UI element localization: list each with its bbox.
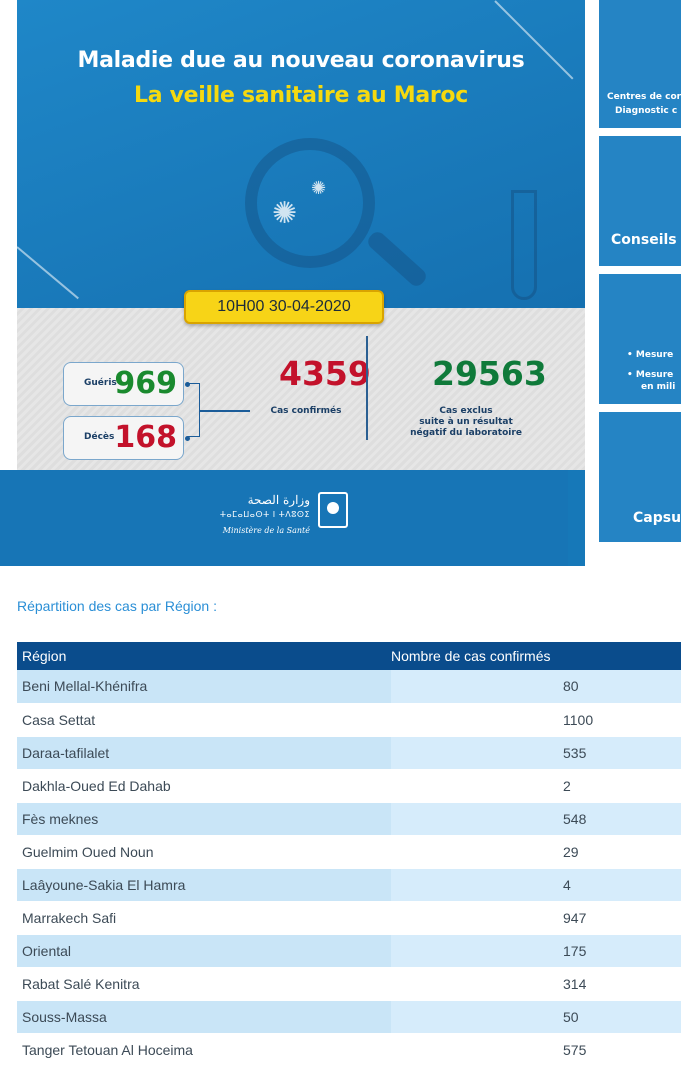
region-count: 314 bbox=[391, 967, 681, 1001]
region-section-title: Répartition des cas par Région : bbox=[17, 598, 217, 614]
table-row: Daraa-tafilalet 535 bbox=[17, 736, 681, 770]
table-row: Tanger Tetouan Al Hoceima 575 bbox=[17, 1033, 681, 1067]
banner-subtitle: La veille sanitaire au Maroc bbox=[134, 83, 468, 108]
confirmed-label: Cas confirmés bbox=[270, 406, 342, 416]
recovered-label: Guéris bbox=[84, 378, 117, 388]
side-card-text: Centres de cor bbox=[607, 92, 681, 102]
region-count: 947 bbox=[391, 901, 681, 935]
stats-divider bbox=[366, 336, 368, 440]
region-name: Daraa-tafilalet bbox=[17, 736, 391, 770]
region-name: Fès meknes bbox=[17, 802, 391, 836]
region-name: Tanger Tetouan Al Hoceima bbox=[17, 1033, 391, 1067]
table-row: Dakhla-Oued Ed Dahab 2 bbox=[17, 769, 681, 803]
ministry-name-tifinagh: ⵜⴰⵎⴰⵡⴰⵙⵜ ⵏ ⵜⴷⵓⵙⵉ bbox=[219, 510, 310, 519]
banner-footer bbox=[0, 470, 568, 566]
recovered-count: 969 bbox=[114, 366, 177, 401]
virus-icon: ✺ bbox=[311, 178, 327, 198]
banner-title: Maladie due au nouveau coronavirus bbox=[77, 48, 525, 73]
virus-icon: ✺ bbox=[272, 197, 298, 230]
table-row: Guelmim Oued Noun 29 bbox=[17, 835, 681, 869]
side-card-text: en mili bbox=[641, 382, 676, 392]
bracket-connector bbox=[188, 383, 200, 437]
recovered-box: Guéris 969 bbox=[63, 362, 190, 406]
ministry-logo bbox=[318, 492, 348, 528]
side-card-capsules[interactable]: Capsu bbox=[599, 412, 681, 542]
region-name: Beni Mellal-Khénifra bbox=[17, 670, 391, 704]
report-datetime: 10H00 30-04-2020 bbox=[184, 290, 384, 324]
magnifier-icon bbox=[245, 138, 375, 268]
excluded-count: 29563 bbox=[432, 354, 547, 393]
region-name: Oriental bbox=[17, 934, 391, 968]
region-count: 535 bbox=[391, 736, 681, 770]
region-count: 548 bbox=[391, 802, 681, 836]
table-row: Oriental 175 bbox=[17, 934, 681, 968]
ministry-name-french: Ministère de la Santé bbox=[222, 526, 310, 535]
region-name: Casa Settat bbox=[17, 703, 391, 737]
excluded-label-3: négatif du laboratoire bbox=[410, 428, 522, 438]
side-card-text: • Mesure bbox=[627, 350, 674, 360]
region-cases-table: Région Nombre de cas confirmés Beni Mell… bbox=[17, 642, 681, 1067]
side-card-advice[interactable]: Conseils bbox=[599, 136, 681, 266]
excluded-label-1: Cas exclus bbox=[439, 406, 493, 416]
region-count: 2 bbox=[391, 769, 681, 803]
table-row: Casa Settat 1100 bbox=[17, 703, 681, 737]
region-count: 50 bbox=[391, 1000, 681, 1034]
logo-eye-icon bbox=[327, 502, 339, 514]
covid-infographic-banner[interactable]: Maladie due au nouveau coronavirus La ve… bbox=[17, 0, 585, 566]
region-name: Marrakech Safi bbox=[17, 901, 391, 935]
region-count: 80 bbox=[391, 670, 681, 704]
side-card-text: Conseils bbox=[611, 232, 677, 248]
table-row: Beni Mellal-Khénifra 80 bbox=[17, 670, 681, 704]
excluded-label-2: suite à un résultat bbox=[419, 417, 513, 427]
region-name: Laâyoune-Sakia El Hamra bbox=[17, 868, 391, 902]
region-count: 1100 bbox=[391, 703, 681, 737]
table-row: Marrakech Safi 947 bbox=[17, 901, 681, 935]
region-name: Souss-Massa bbox=[17, 1000, 391, 1034]
side-card-testing-centers[interactable]: Centres de cor Diagnostic c bbox=[599, 0, 681, 128]
confirmed-count: 4359 bbox=[279, 354, 371, 393]
deaths-count: 168 bbox=[114, 420, 177, 455]
table-header-row: Région Nombre de cas confirmés bbox=[17, 642, 681, 670]
region-count: 4 bbox=[391, 868, 681, 902]
side-card-text: • Mesure bbox=[627, 370, 674, 380]
region-name: Guelmim Oued Noun bbox=[17, 835, 391, 869]
connector-dot bbox=[185, 382, 190, 387]
deaths-label: Décès bbox=[84, 432, 115, 442]
table-row: Fès meknes 548 bbox=[17, 802, 681, 836]
table-row: Souss-Massa 50 bbox=[17, 1000, 681, 1034]
deaths-box: Décès 168 bbox=[63, 416, 190, 460]
region-count: 575 bbox=[391, 1033, 681, 1067]
bracket-connector-line bbox=[200, 410, 250, 412]
connector-dot bbox=[185, 436, 190, 441]
side-card-text: Diagnostic c bbox=[615, 106, 678, 116]
table-row: Rabat Salé Kenitra 314 bbox=[17, 967, 681, 1001]
side-card-text: Capsu bbox=[633, 510, 681, 526]
ministry-name-arabic: وزارة الصحة bbox=[247, 493, 310, 507]
region-count: 175 bbox=[391, 934, 681, 968]
region-count: 29 bbox=[391, 835, 681, 869]
region-name: Rabat Salé Kenitra bbox=[17, 967, 391, 1001]
test-tube-icon bbox=[511, 190, 537, 300]
table-row: Laâyoune-Sakia El Hamra 4 bbox=[17, 868, 681, 902]
column-header-count: Nombre de cas confirmés bbox=[391, 642, 681, 670]
column-header-region: Région bbox=[17, 642, 391, 670]
side-card-measures[interactable]: • Mesure • Mesure en mili bbox=[599, 274, 681, 404]
region-name: Dakhla-Oued Ed Dahab bbox=[17, 769, 391, 803]
